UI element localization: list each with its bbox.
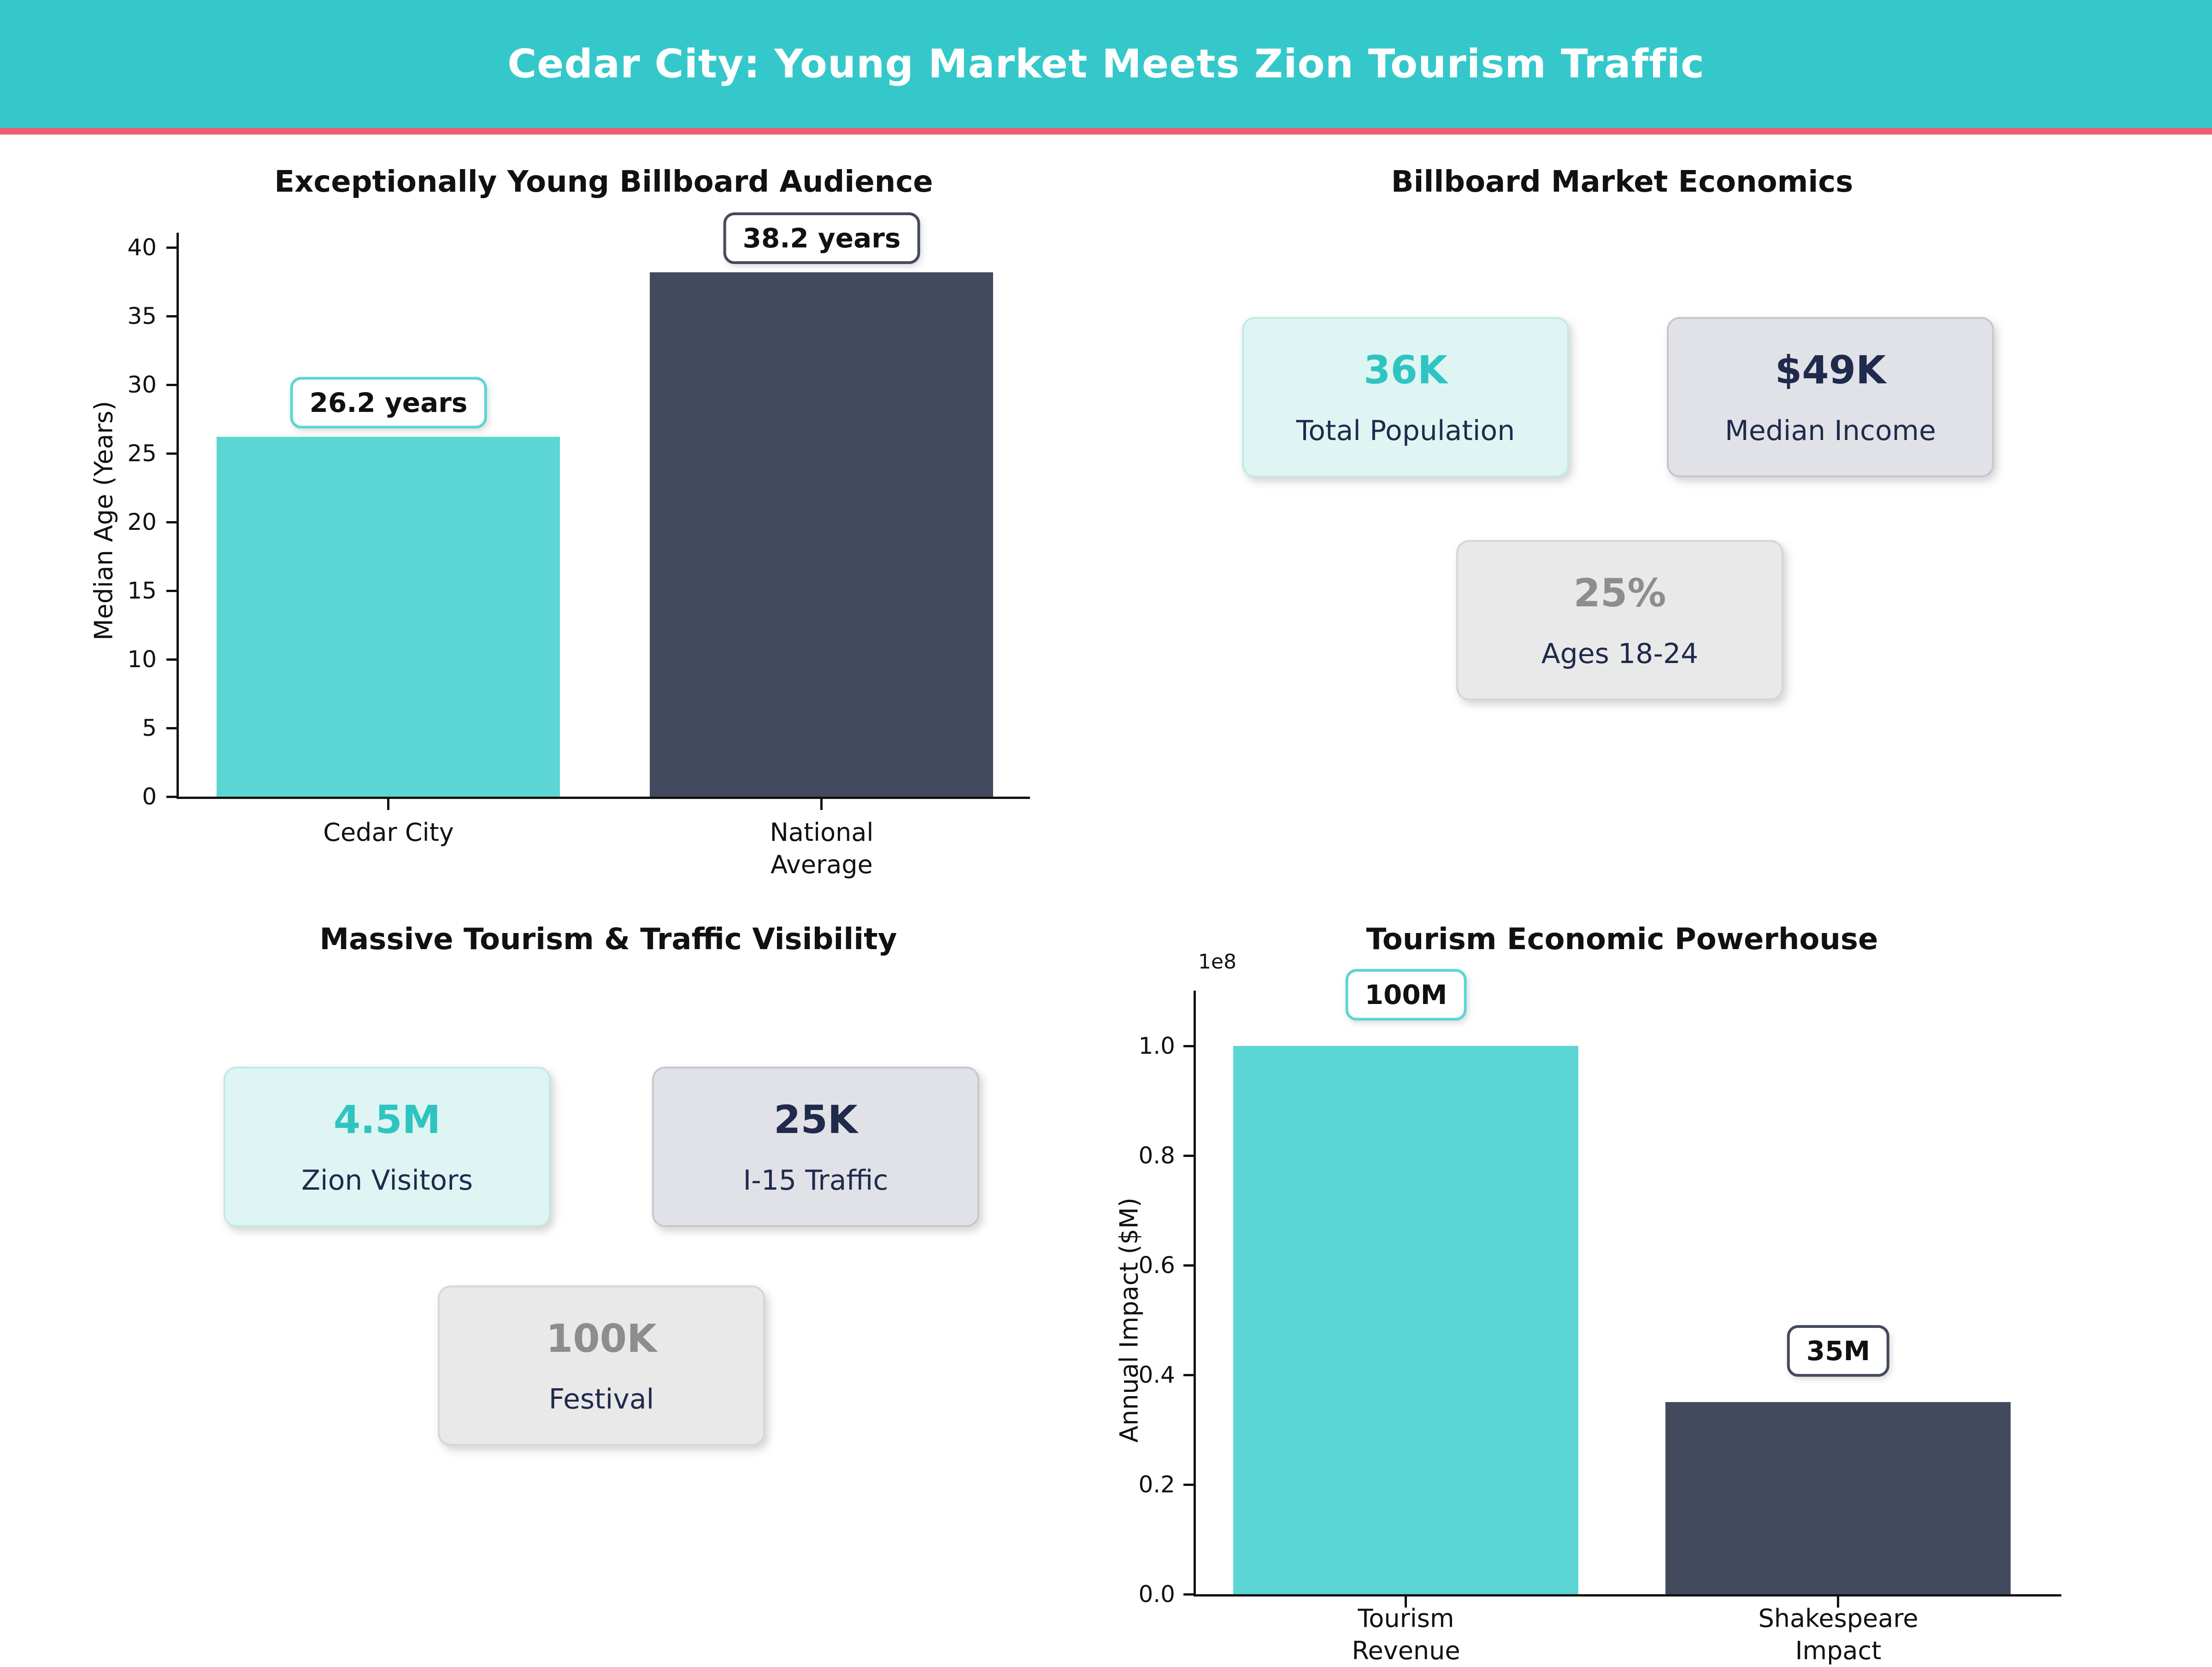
- age-ytick-20: 20: [127, 509, 157, 535]
- age-ytick-5: 5: [142, 715, 157, 741]
- impact-chart-ylabel: Annual Impact ($M): [1114, 1197, 1144, 1443]
- annotation-cedar-city: 26.2 years: [290, 377, 487, 428]
- age-ytick-15: 15: [127, 577, 157, 604]
- bar-cedar-city: [217, 437, 560, 797]
- impact-ytickmark: [1183, 1155, 1194, 1157]
- age-ytickmark: [166, 727, 177, 729]
- zion-visitors-label: Zion Visitors: [301, 1164, 473, 1197]
- impact-ytick-0.4: 0.4: [1138, 1362, 1175, 1388]
- impact-ytickmark: [1183, 1374, 1194, 1376]
- zion-visitors-value: 4.5M: [333, 1097, 441, 1142]
- bar-national-average: [650, 272, 993, 797]
- impact-ytickmark: [1183, 1484, 1194, 1486]
- impact-ytickmark: [1183, 1045, 1194, 1047]
- card-median-income: $49K Median Income: [1667, 317, 1994, 477]
- age-ytickmark: [166, 658, 177, 661]
- impact-y-axis: [1194, 991, 1196, 1596]
- age-xtickmark: [820, 799, 823, 810]
- age-ytickmark: [166, 384, 177, 386]
- age-ytickmark: [166, 247, 177, 249]
- age-ytickmark: [166, 796, 177, 798]
- impact-xtickmark: [1405, 1597, 1407, 1608]
- ages-18-24-label: Ages 18-24: [1541, 638, 1699, 670]
- impact-offset-text: 1e8: [1198, 950, 1237, 974]
- impact-ytick-0.0: 0.0: [1138, 1581, 1175, 1608]
- impact-xlabel-shakespeare-impact: Shakespeare Impact: [1758, 1604, 1918, 1666]
- age-ytick-25: 25: [127, 440, 157, 467]
- age-ytickmark: [166, 315, 177, 317]
- card-ages-18-24: 25% Ages 18-24: [1456, 540, 1783, 700]
- age-y-axis: [176, 233, 179, 799]
- card-zion-visitors: 4.5M Zion Visitors: [224, 1067, 551, 1227]
- festival-value: 100K: [546, 1316, 657, 1361]
- impact-ytick-0.8: 0.8: [1138, 1142, 1175, 1169]
- impact-ytickmark: [1183, 1264, 1194, 1267]
- header-banner: Cedar City: Young Market Meets Zion Tour…: [0, 0, 2212, 128]
- median-income-label: Median Income: [1724, 415, 1936, 447]
- age-ytick-10: 10: [127, 646, 157, 673]
- age-ytick-40: 40: [127, 234, 157, 261]
- impact-ytick-1.0: 1.0: [1138, 1033, 1175, 1059]
- impact-chart-title: Tourism Economic Powerhouse: [1366, 922, 1878, 957]
- economics-title: Billboard Market Economics: [1391, 165, 1853, 199]
- card-i15-traffic: 25K I-15 Traffic: [652, 1067, 979, 1227]
- tourism-title: Massive Tourism & Traffic Visibility: [319, 922, 897, 957]
- annotation-tourism-revenue: 100M: [1345, 969, 1467, 1021]
- impact-xtickmark: [1837, 1597, 1839, 1608]
- age-xtickmark: [387, 799, 389, 810]
- card-festival: 100K Festival: [438, 1285, 765, 1446]
- impact-ytick-0.2: 0.2: [1138, 1471, 1175, 1498]
- page-title: Cedar City: Young Market Meets Zion Tour…: [507, 41, 1705, 87]
- median-income-value: $49K: [1775, 347, 1886, 393]
- i15-traffic-value: 25K: [774, 1097, 858, 1142]
- impact-chart-plot: 100M 35M: [1196, 969, 2061, 1594]
- total-population-label: Total Population: [1296, 415, 1515, 447]
- age-chart-plot: 26.2 years 38.2 years: [179, 212, 1030, 797]
- age-ytick-0: 0: [142, 783, 157, 810]
- age-ytick-35: 35: [127, 303, 157, 329]
- age-ytickmark: [166, 590, 177, 592]
- total-population-value: 36K: [1364, 347, 1447, 393]
- annotation-shakespeare-impact: 35M: [1787, 1325, 1890, 1377]
- age-x-axis: [176, 797, 1030, 799]
- age-ytickmark: [166, 521, 177, 523]
- annotation-national-average: 38.2 years: [723, 212, 920, 264]
- i15-traffic-label: I-15 Traffic: [743, 1164, 888, 1197]
- card-total-population: 36K Total Population: [1242, 317, 1569, 477]
- bar-tourism-revenue: [1233, 1046, 1578, 1594]
- impact-xlabel-tourism-revenue: Tourism Revenue: [1352, 1604, 1460, 1666]
- age-xlabel-national-average: National Average: [770, 818, 874, 880]
- age-ytick-30: 30: [127, 371, 157, 398]
- impact-ytickmark: [1183, 1593, 1194, 1596]
- age-chart-title: Exceptionally Young Billboard Audience: [274, 165, 933, 199]
- header-divider: [0, 128, 2212, 135]
- impact-x-axis: [1194, 1594, 2061, 1597]
- age-xlabel-cedar-city: Cedar City: [323, 818, 454, 847]
- bar-shakespeare-impact: [1665, 1402, 2011, 1594]
- impact-ytick-0.6: 0.6: [1138, 1252, 1175, 1279]
- age-ytickmark: [166, 452, 177, 455]
- ages-18-24-value: 25%: [1573, 570, 1666, 616]
- festival-label: Festival: [548, 1383, 654, 1415]
